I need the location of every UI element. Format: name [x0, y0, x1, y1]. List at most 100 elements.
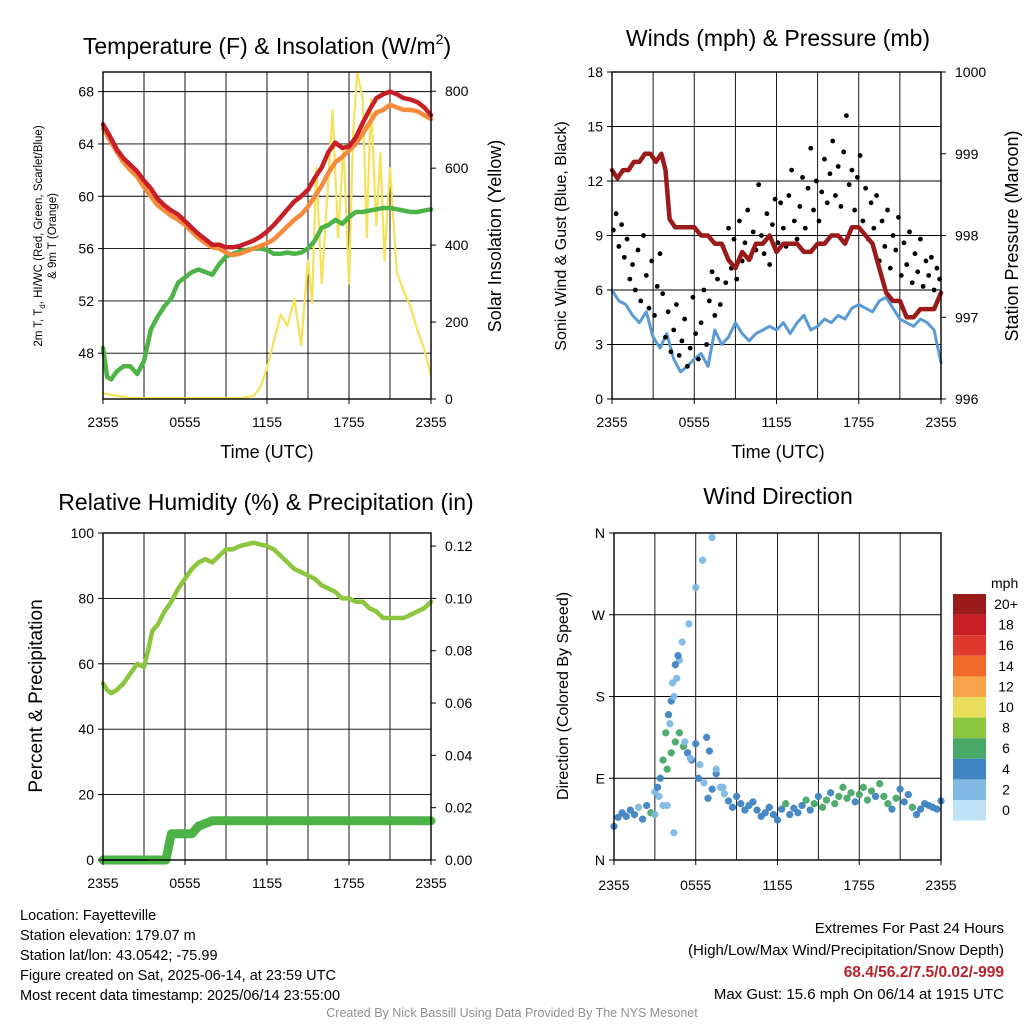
gust-point — [687, 345, 693, 351]
gust-point — [835, 164, 841, 169]
location-text: Location: Fayetteville — [20, 908, 157, 924]
direction-point — [835, 792, 843, 801]
max-gust-text: Max Gust: 15.6 mph On 06/14 at 1915 UTC — [713, 986, 1004, 1003]
dewpoint-line — [100, 205, 434, 382]
direction-point — [871, 792, 880, 801]
gust-point — [627, 276, 633, 282]
gust-point — [772, 196, 778, 202]
gust-point — [808, 145, 814, 151]
gust-point — [778, 200, 784, 206]
legend-swatch — [953, 758, 986, 780]
gust-point — [756, 182, 762, 188]
x-tick-label: 0555 — [680, 877, 711, 893]
direction-point — [696, 760, 704, 769]
gust-point — [920, 283, 926, 289]
direction-point — [663, 765, 671, 773]
direction-point — [670, 692, 678, 701]
x-tick-label: 2355 — [925, 877, 956, 893]
gust-point — [709, 269, 715, 275]
gust-point — [775, 240, 781, 246]
direction-point — [674, 651, 682, 660]
direction-point — [671, 661, 679, 669]
direction-point — [790, 804, 798, 812]
y-tick-label: 18 — [587, 64, 603, 80]
gust-point — [734, 276, 740, 282]
direction-point — [666, 720, 674, 728]
extremes-legend: (High/Low/Max Wind/Precipitation/Snow De… — [688, 942, 1004, 959]
gust-point — [802, 225, 808, 231]
direction-point — [847, 789, 855, 797]
gust-point — [715, 276, 720, 282]
gust-point — [896, 214, 901, 220]
direction-point — [908, 803, 917, 811]
direction-point — [670, 829, 678, 837]
gust-point — [918, 236, 923, 242]
gust-point — [646, 305, 652, 311]
y-tick-label: 100 — [71, 525, 95, 541]
gust-point — [701, 287, 707, 293]
gust-point — [654, 283, 660, 289]
gust-point — [934, 265, 940, 271]
y-axis-label-rest: , HI/WC (Red, Green, Scarlet/Blue) — [33, 125, 45, 304]
gust-point — [671, 327, 677, 333]
gust-point — [833, 193, 838, 198]
direction-point — [719, 783, 727, 791]
gust-point — [923, 258, 929, 264]
direction-point — [651, 810, 659, 819]
chart-title: Winds (mph) & Pressure (mb) — [626, 25, 930, 51]
y-tick-label: N — [595, 852, 605, 868]
direction-point — [765, 803, 773, 811]
gust-point — [693, 331, 699, 336]
direction-point — [888, 805, 896, 813]
y-right-tick-label: 400 — [445, 237, 469, 253]
gust-point — [635, 247, 641, 253]
insolation-line — [101, 70, 433, 400]
y-tick-label: 12 — [587, 173, 603, 189]
direction-point — [630, 810, 639, 819]
gust-point — [824, 200, 830, 206]
direction-point — [638, 815, 647, 823]
gust-point — [789, 167, 794, 173]
gust-point — [863, 185, 869, 191]
gust-point — [657, 251, 663, 257]
direction-point — [904, 790, 912, 799]
gust-point — [822, 156, 827, 162]
y-tick-label: 0 — [595, 391, 603, 407]
direction-point — [831, 800, 839, 808]
gust-point — [857, 153, 863, 158]
gust-point — [684, 363, 690, 369]
y-axis-label: Sonic Wind & Gust (Blue, Black) — [553, 121, 570, 350]
legend-label: 20+ — [994, 596, 1018, 612]
gust-point — [660, 291, 666, 297]
y-right-tick-label: 0.06 — [445, 695, 472, 711]
y-tick-label: N — [595, 525, 605, 541]
y-tick-label: 60 — [78, 188, 94, 204]
gust-point — [844, 113, 849, 118]
gust-point — [674, 302, 679, 307]
y-right-tick-label: 1000 — [955, 64, 986, 80]
direction-point — [704, 794, 712, 802]
direction-point — [656, 774, 664, 782]
gust-point — [841, 149, 847, 155]
direction-point — [741, 806, 749, 814]
gust-point — [827, 171, 833, 177]
direction-point — [659, 756, 667, 764]
direction-point — [708, 533, 716, 542]
gust-point — [860, 218, 866, 224]
direction-point — [900, 798, 908, 806]
direction-point — [675, 729, 684, 737]
direction-point — [728, 803, 737, 811]
direction-point — [643, 801, 651, 810]
y-tick-label: 9 — [595, 228, 603, 244]
gust-point — [643, 273, 649, 278]
direction-point — [769, 810, 778, 819]
direction-point — [681, 738, 689, 746]
legend-swatch — [953, 635, 986, 656]
legend-title: mph — [991, 575, 1018, 591]
y-right-axis-label: Solar Insolation (Yellow) — [485, 140, 505, 332]
gust-point — [879, 218, 885, 224]
direction-point — [712, 765, 720, 773]
direction-point — [896, 785, 904, 793]
gust-point — [926, 273, 932, 278]
